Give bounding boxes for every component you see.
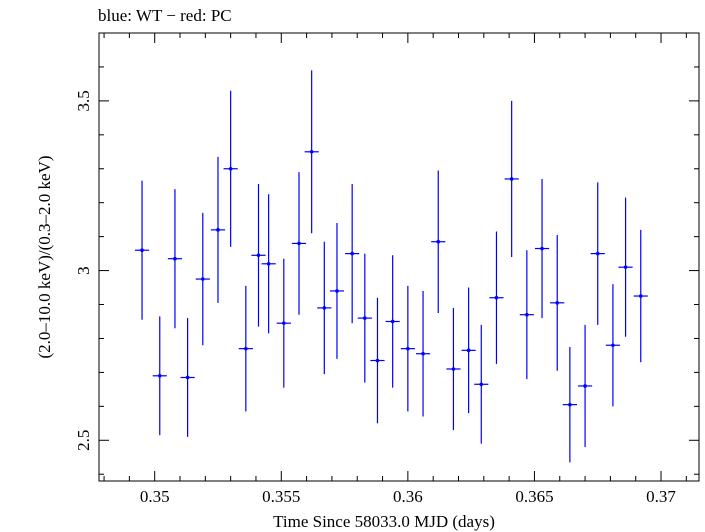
point-marker: [406, 346, 410, 351]
point-marker: [494, 295, 499, 300]
point-marker: [611, 343, 615, 348]
x-tick-label: 0.365: [515, 487, 553, 506]
data-point: [180, 318, 195, 437]
point-marker: [623, 265, 628, 269]
axis-ticks: [99, 32, 699, 481]
point-marker: [200, 277, 205, 281]
data-point: [590, 182, 605, 325]
point-marker: [421, 351, 425, 356]
data-point: [210, 156, 226, 303]
data-point: [251, 184, 266, 327]
point-marker: [322, 306, 327, 310]
x-tick-label: 0.35: [140, 487, 170, 506]
point-marker: [390, 319, 395, 324]
y-tick-label: 2.5: [74, 430, 93, 451]
point-marker: [228, 166, 233, 171]
data-point: [167, 189, 183, 329]
point-marker: [466, 348, 471, 353]
data-point: [461, 287, 476, 414]
data-point: [134, 180, 150, 320]
data-point: [577, 324, 593, 448]
data-point: [618, 197, 633, 337]
point-marker: [244, 346, 248, 351]
data-point: [223, 90, 238, 247]
point-marker: [256, 253, 261, 258]
tick-labels: 0.35 0.355 0.36 0.365 0.37 2.5 3 3.5: [74, 90, 676, 506]
data-point: [291, 172, 307, 315]
data-point: [431, 170, 446, 313]
data-point: [345, 184, 360, 324]
data-point: [534, 178, 550, 319]
y-tick-label: 3: [74, 266, 93, 275]
data-point: [550, 234, 565, 371]
point-marker: [436, 239, 441, 244]
data-point: [370, 297, 385, 424]
data-point: [304, 70, 319, 234]
point-marker: [216, 228, 220, 232]
point-marker: [540, 246, 544, 251]
plot-frame: [98, 32, 700, 482]
data-point: [317, 241, 332, 375]
data-point: [519, 250, 534, 380]
point-marker: [509, 177, 514, 181]
point-marker: [297, 241, 301, 246]
data-point: [633, 229, 648, 363]
point-marker: [309, 149, 314, 154]
point-marker: [157, 373, 162, 378]
data-point: [562, 346, 577, 463]
data-point: [152, 316, 167, 436]
point-marker: [282, 321, 286, 325]
chart-title: blue: WT − red: PC: [98, 6, 232, 25]
point-marker: [638, 294, 643, 298]
data-point: [238, 285, 253, 412]
data-point: [415, 290, 431, 417]
x-tick-label: 0.355: [262, 487, 300, 506]
x-tick-label: 0.37: [646, 487, 676, 506]
data-point: [489, 231, 504, 364]
point-marker: [555, 301, 560, 305]
data-point: [357, 253, 372, 383]
point-marker: [185, 375, 190, 380]
data-point: [385, 255, 400, 388]
point-marker: [568, 402, 572, 407]
data-point: [605, 284, 621, 407]
point-marker: [525, 312, 529, 317]
data-point: [446, 307, 461, 431]
x-tick-label: 0.36: [393, 487, 423, 506]
point-marker: [595, 251, 600, 256]
data-point: [195, 212, 210, 346]
point-marker: [350, 251, 354, 256]
data-point: [276, 258, 291, 388]
data-point: [261, 194, 276, 334]
data-point: [504, 100, 519, 257]
point-marker: [266, 261, 271, 266]
point-marker: [479, 382, 484, 387]
data-point: [329, 223, 345, 359]
x-axis-label: Time Since 58033.0 MJD (days): [273, 512, 495, 531]
point-marker: [140, 248, 144, 253]
point-marker: [363, 316, 367, 320]
point-marker: [173, 256, 177, 261]
y-axis-label: (2.0–10.0 keV)/(0.3–2.0 keV): [35, 155, 54, 358]
y-tick-label: 3.5: [74, 90, 93, 111]
point-marker: [583, 384, 587, 388]
point-marker: [335, 289, 339, 293]
data-points: [134, 70, 648, 463]
data-point: [400, 285, 415, 412]
data-point: [474, 324, 489, 444]
point-marker: [375, 358, 380, 363]
point-marker: [451, 367, 456, 371]
